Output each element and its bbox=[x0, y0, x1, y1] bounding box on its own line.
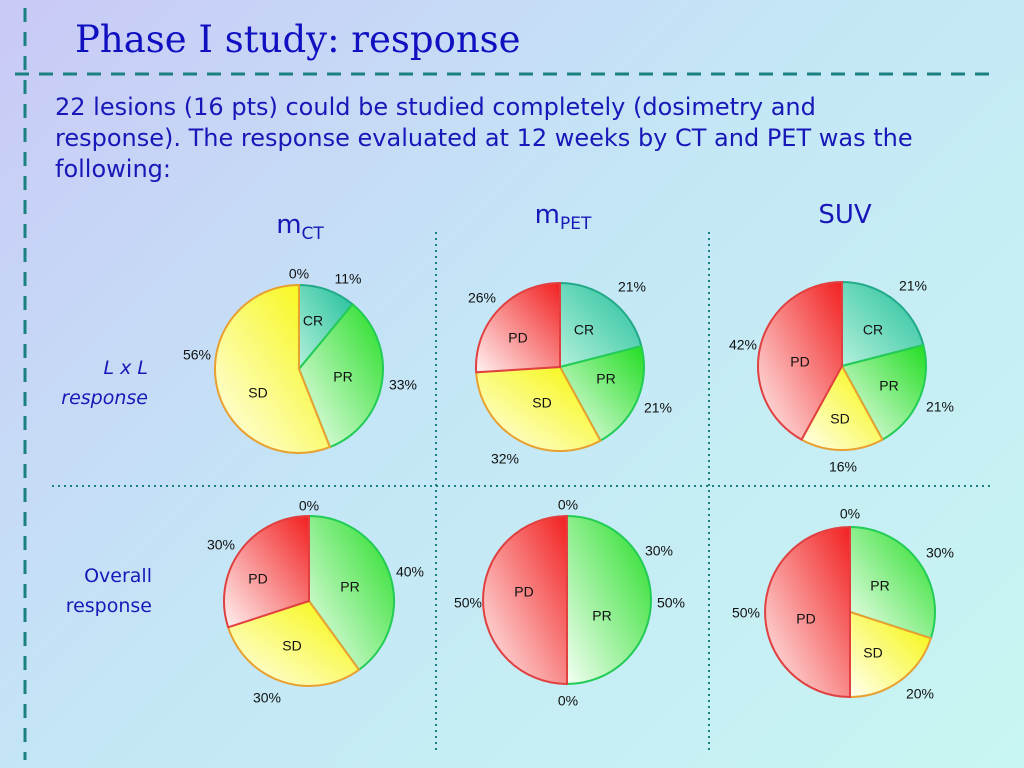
pie-category-label-cr: CR bbox=[303, 313, 323, 329]
column-header-suv: SUV bbox=[818, 200, 872, 230]
pie-chart-1: 11% CR 33% PR 56% SD 0% bbox=[183, 266, 417, 454]
pie-slice-pd bbox=[757, 280, 843, 441]
pie-percent-label-pd: 50% bbox=[732, 605, 760, 621]
pie-percent-label-sd: 16% bbox=[829, 459, 857, 475]
pie-percent-label-pd: 50% bbox=[454, 595, 482, 611]
pie-percent-label-cr: 21% bbox=[899, 278, 927, 294]
pie-percent-label-sd: 56% bbox=[183, 347, 211, 363]
pie-category-label-pd: PD bbox=[508, 330, 527, 346]
pie-chart-6: 30% PR 20% SD 50% PD 0% bbox=[732, 506, 954, 702]
pie-chart-3: 21% CR 21% PR 16% SD 42% PD bbox=[729, 278, 954, 475]
pie-category-label-pd: PD bbox=[796, 611, 815, 627]
pie-slice-pr bbox=[308, 514, 395, 672]
pie-category-label-pr: PR bbox=[879, 378, 898, 394]
pie-slice-pd bbox=[482, 514, 568, 686]
pie-percent-label-cr: 0% bbox=[299, 498, 319, 514]
row-label-lxl-line2: response bbox=[61, 387, 148, 409]
pie-slice-pd bbox=[764, 525, 851, 699]
pie-category-label-pr: PR bbox=[592, 608, 611, 624]
pie-percent-label-sd: 20% bbox=[906, 686, 934, 702]
pie-percent-label-pd: 42% bbox=[729, 337, 757, 353]
pie-percent-label-sd: 0% bbox=[558, 693, 578, 709]
pie-slice-sd bbox=[475, 365, 602, 452]
pie-percent-label-pd: 30% bbox=[207, 537, 235, 553]
pie-percent-label-cr: 21% bbox=[618, 279, 646, 295]
row-label-overall-line1: Overall bbox=[84, 565, 152, 587]
pie-slice-cr bbox=[841, 280, 925, 368]
row-label-overall: Overall response bbox=[42, 561, 152, 621]
pie-category-label-pr: PR bbox=[870, 578, 889, 594]
page-title: Phase I study: response bbox=[75, 18, 521, 61]
pie-category-label-pd: PD bbox=[514, 584, 533, 600]
pie-slice-pr bbox=[558, 344, 645, 442]
pie-slice-pr bbox=[849, 525, 936, 640]
pie-category-label-pd: PD bbox=[790, 354, 809, 370]
pie-category-label-sd: SD bbox=[863, 645, 882, 661]
pie-extra-percent-label: 30% bbox=[645, 543, 673, 559]
pie-slice-cr bbox=[559, 281, 643, 369]
pie-percent-label-pd: 0% bbox=[289, 266, 309, 282]
column-header-mpet: mPET bbox=[534, 200, 592, 234]
pie-percent-label-pr: 40% bbox=[396, 564, 424, 580]
pie-slice-pd bbox=[223, 514, 310, 629]
pie-category-label-pr: PR bbox=[340, 579, 359, 595]
pie-category-label-pr: PR bbox=[596, 371, 615, 387]
row-label-overall-line2: response bbox=[65, 595, 152, 617]
pie-chart-5: 50% PR 0% 50% PD 0% bbox=[454, 497, 685, 709]
pie-percent-label-pr: 33% bbox=[389, 377, 417, 393]
pie-slice-sd bbox=[800, 363, 884, 452]
pie-percent-label-pr: 30% bbox=[926, 545, 954, 561]
pie-percent-label-cr: 11% bbox=[335, 271, 362, 287]
pie-percent-label-sd: 32% bbox=[491, 451, 519, 467]
pie-slice-pr bbox=[840, 343, 927, 441]
pie-category-label-pr: PR bbox=[333, 369, 352, 385]
pie-percent-label-sd: 30% bbox=[253, 690, 281, 706]
pie-percent-label-pr: 21% bbox=[926, 399, 954, 415]
pie-percent-label-cr: 0% bbox=[558, 497, 578, 513]
pie-category-label-sd: SD bbox=[248, 385, 267, 401]
row-label-lxl: L x L response bbox=[38, 353, 148, 413]
pie-percent-label-pd: 26% bbox=[468, 290, 496, 306]
column-header-mct: mCT bbox=[276, 210, 324, 244]
pie-slice-pr bbox=[566, 514, 652, 686]
pie-percent-label-pr: 50% bbox=[657, 595, 685, 611]
pie-category-label-sd: SD bbox=[830, 411, 849, 427]
pie-category-label-sd: SD bbox=[282, 638, 301, 654]
pie-category-label-cr: CR bbox=[574, 322, 594, 338]
pie-percent-label-cr: 0% bbox=[840, 506, 860, 522]
pie-slice-sd bbox=[226, 599, 361, 688]
pie-slice-sd bbox=[849, 610, 933, 699]
pie-percent-label-pr: 21% bbox=[644, 400, 672, 416]
pie-chart-2: 21% CR 21% PR 32% SD 26% PD bbox=[468, 279, 672, 467]
intro-text: 22 lesions (16 pts) could be studied com… bbox=[55, 93, 913, 183]
pie-slice-sd bbox=[214, 283, 332, 454]
pie-chart-4: 40% PR 0% 30% SD 30% PD bbox=[207, 498, 424, 706]
pie-category-label-pd: PD bbox=[248, 571, 267, 587]
pie-slice-pr bbox=[297, 302, 384, 449]
pie-category-label-sd: SD bbox=[532, 395, 551, 411]
pie-category-label-cr: CR bbox=[863, 322, 883, 338]
pie-slice-pd bbox=[475, 281, 561, 374]
row-label-lxl-line1: L x L bbox=[103, 357, 149, 379]
